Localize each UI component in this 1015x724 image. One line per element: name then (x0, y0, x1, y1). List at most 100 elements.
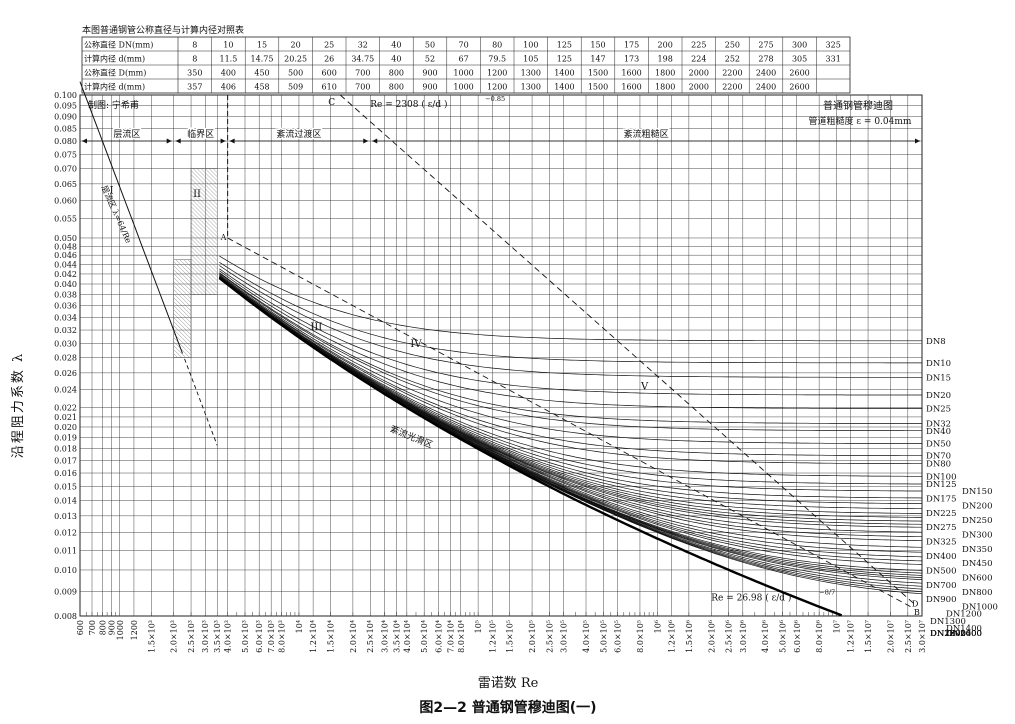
figure-caption: 图2—2 普通钢管穆迪图(一) (419, 699, 596, 716)
series-label: DN32 (926, 420, 951, 430)
table-cell: 1400 (554, 83, 574, 92)
y-tick-label: 0.095 (54, 102, 77, 111)
series-label: DN150 (962, 487, 992, 497)
series-label: DN2000 (946, 629, 982, 639)
hatch-line (190, 210, 218, 237)
y-tick-label: 0.012 (54, 528, 77, 537)
hatch-line (173, 313, 192, 332)
pipe-curve (219, 277, 923, 542)
table-row-label: 公称直径 D(mm) (84, 68, 146, 78)
table-cell: 252 (725, 55, 740, 64)
series-label: DN1600 (946, 629, 982, 639)
x-tick-label: 1.2×10⁶ (668, 620, 677, 653)
hatch-line (196, 168, 218, 189)
x-tick-label: 10⁷ (833, 620, 842, 633)
region-arrow-left (229, 138, 235, 144)
laminar-label: 层流区 λ=64/Re (100, 184, 134, 245)
y-tick-label: 0.028 (54, 354, 77, 363)
critical-zone-hatch (173, 168, 218, 358)
y-tick-label: 0.080 (54, 137, 77, 146)
pipe-curve (219, 275, 922, 465)
y-tick-label: 0.032 (54, 326, 77, 335)
pipe-curve (219, 255, 922, 342)
hatch-line (187, 259, 192, 264)
pipe-curve (219, 262, 922, 364)
laminar-extension (184, 358, 218, 446)
table-cell: 224 (691, 55, 706, 64)
table-cell: 175 (624, 41, 639, 50)
table-cell: 300 (792, 41, 807, 50)
table-cell: 1800 (655, 83, 675, 92)
region-arrow-right (166, 138, 172, 144)
pipe-curve (219, 265, 922, 378)
table-cell: 8 (192, 41, 197, 50)
table-cell: 325 (826, 41, 841, 50)
x-tick-label: 1.2×10⁷ (847, 620, 856, 653)
pipe-curve (219, 277, 923, 562)
table-cell: 2400 (756, 69, 776, 78)
x-tick-label: 10⁶ (653, 620, 662, 633)
series-label: DN70 (926, 452, 951, 462)
x-tick-label: 1.5×10⁴ (326, 620, 335, 653)
table-cell: 1300 (521, 69, 541, 78)
hatch-box (173, 259, 192, 358)
x-tick-label: 5.0×10³ (241, 620, 250, 653)
pipe-curve (219, 277, 923, 590)
y-tick-label: 0.021 (54, 413, 77, 422)
table-cell: 125 (557, 41, 572, 50)
table-cell: 2400 (756, 83, 776, 92)
y-tick-label: 0.042 (54, 270, 77, 279)
table-cell: 1300 (521, 83, 541, 92)
pipe-curves (218, 255, 923, 617)
pipe-curve (219, 268, 922, 396)
x-tick-label: 4.0×10⁵ (582, 620, 591, 653)
y-tick-label: 0.055 (54, 214, 77, 223)
y-tick-label: 0.048 (54, 242, 77, 251)
hatch-line (190, 222, 218, 249)
table-cell: 105 (523, 55, 538, 64)
table-cell: 700 (355, 69, 370, 78)
table-cell: 458 (254, 83, 269, 92)
table-cell: 400 (221, 69, 236, 78)
series-label: DN325 (926, 538, 956, 548)
x-tick-label: 1000 (116, 620, 125, 640)
series-label: DN2400 (946, 629, 982, 639)
hatch-line (190, 282, 204, 295)
x-tick-label: 7.0×10⁴ (446, 620, 455, 653)
region-name: 层流区 (113, 128, 140, 140)
x-tick-label: 800 (98, 620, 107, 635)
table-cell: 500 (288, 69, 303, 78)
hatch-line (190, 250, 218, 277)
x-tick-label: 6.0×10³ (255, 620, 264, 653)
hatch-line (190, 286, 200, 295)
x-tick-label: 6.0×10⁴ (434, 620, 443, 653)
hatch-line (173, 349, 182, 358)
series-label: DN450 (962, 559, 992, 569)
x-tick-label: 5.0×10⁶ (779, 620, 788, 653)
x-tick-label: 4.0×10⁴ (403, 620, 412, 653)
table-cell: 2600 (789, 69, 809, 78)
table-cell: 147 (590, 55, 605, 64)
region-name: 紊流过渡区 (276, 128, 321, 140)
x-tick-label: 900 (108, 620, 117, 635)
pipe-curve (219, 277, 923, 571)
x-tick-label: 5.0×10⁵ (599, 620, 608, 653)
hatch-line (173, 353, 178, 358)
hatch-line (173, 329, 192, 348)
y-tick-label: 0.009 (54, 588, 77, 597)
y-tick-label: 0.065 (54, 180, 77, 189)
laminar-line (79, 81, 183, 354)
hatch-line (190, 226, 218, 253)
point-b-label: B (914, 608, 920, 617)
table-cell: 2200 (722, 83, 742, 92)
x-tick-label: 2.0×10⁵ (528, 620, 537, 653)
table-cell: 1400 (554, 69, 574, 78)
pipe-curve (219, 272, 922, 424)
pipe-curve (219, 277, 923, 574)
pipe-curve (219, 274, 922, 444)
boundary-c-line (339, 94, 915, 604)
table-cell: 40 (391, 55, 401, 64)
pipe-curve (219, 273, 922, 432)
table-cell: 125 (557, 55, 572, 64)
